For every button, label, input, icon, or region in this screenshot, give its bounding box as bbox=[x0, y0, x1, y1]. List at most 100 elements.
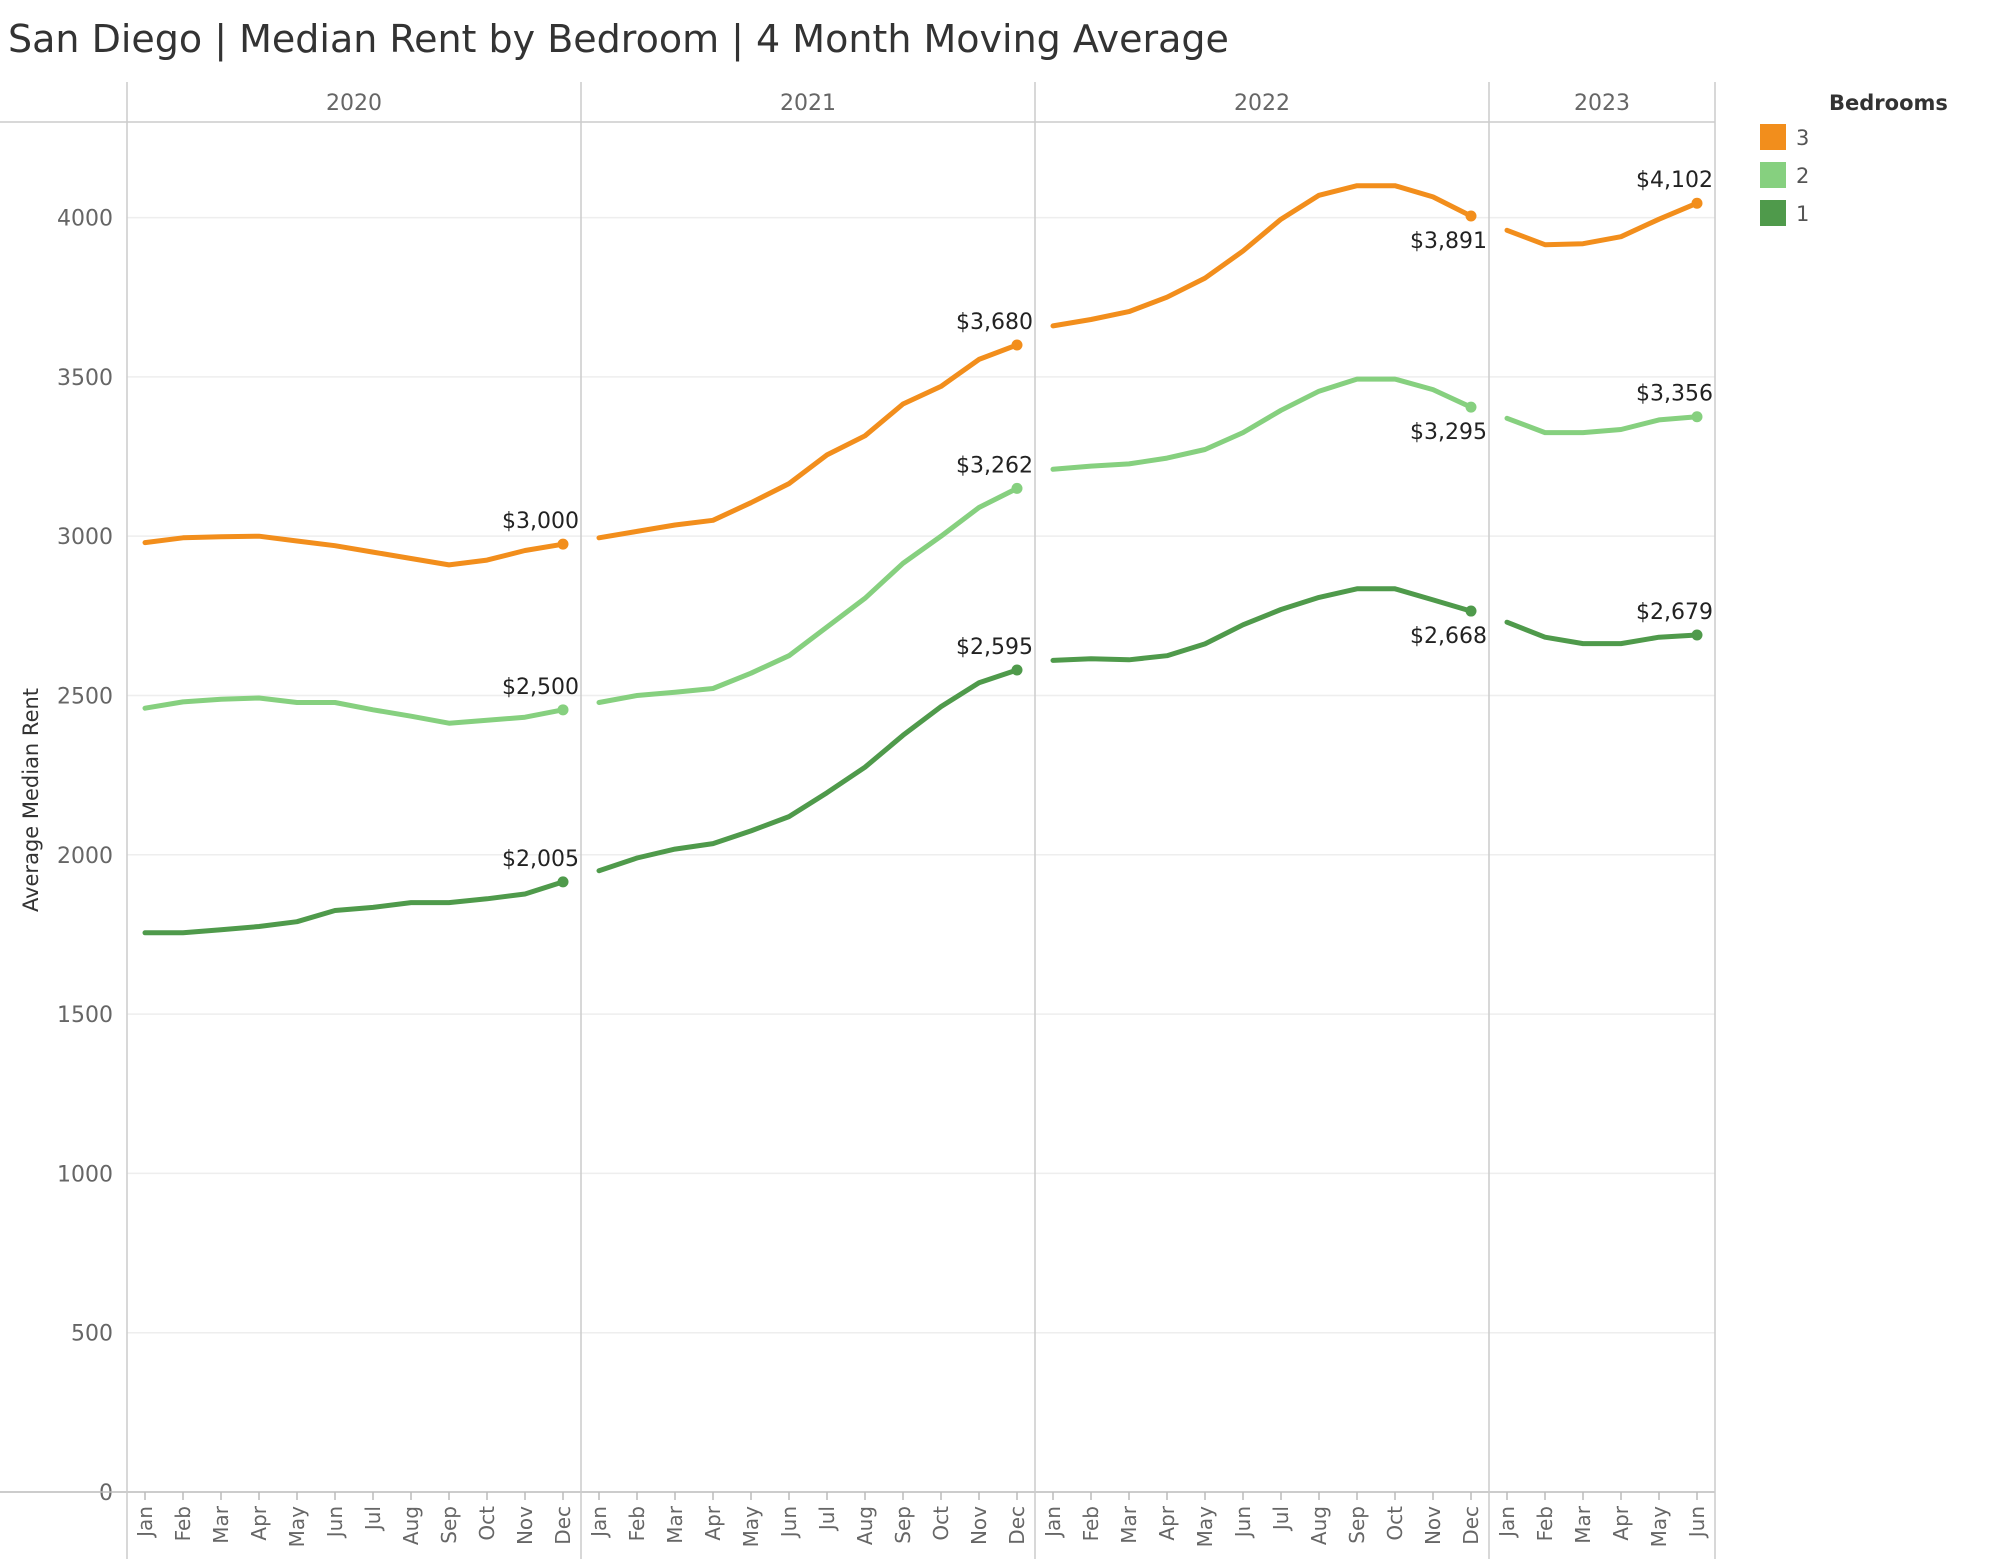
x-tick-label: Sep bbox=[437, 1506, 461, 1544]
series-line-1-2023 bbox=[1504, 619, 1700, 647]
x-tick-label: Nov bbox=[513, 1506, 537, 1545]
series-line-3-2023 bbox=[1504, 200, 1700, 248]
x-tick-label: Apr bbox=[1609, 1505, 1633, 1540]
x-tick-label: May bbox=[285, 1506, 309, 1548]
chart-title: San Diego | Median Rent by Bedroom | 4 M… bbox=[8, 17, 1229, 62]
end-point-2-2021 bbox=[1011, 482, 1023, 494]
data-label-2-2021: $3,262 bbox=[956, 453, 1033, 478]
y-tick-label: 3500 bbox=[57, 366, 113, 391]
y-tick-label: 500 bbox=[71, 1322, 113, 1347]
x-tick-label: Feb bbox=[625, 1506, 649, 1541]
data-label-1-2022: $2,668 bbox=[1410, 624, 1487, 649]
x-tick-label: Sep bbox=[891, 1506, 915, 1544]
x-tick-label: Aug bbox=[1307, 1506, 1331, 1545]
year-header-2020: 2020 bbox=[326, 91, 382, 116]
x-tick-label: May bbox=[1647, 1506, 1671, 1548]
data-label-3-2023: $4,102 bbox=[1636, 168, 1713, 193]
legend-swatch-2 bbox=[1760, 162, 1786, 188]
data-label-2-2023: $3,356 bbox=[1636, 382, 1713, 407]
x-tick-label: Jan bbox=[587, 1506, 611, 1539]
x-tick-label: May bbox=[739, 1506, 763, 1548]
x-tick-label: Apr bbox=[1155, 1505, 1179, 1540]
x-tick-label: Aug bbox=[853, 1506, 877, 1545]
x-tick-label: Jun bbox=[777, 1506, 801, 1539]
end-point-3-2023 bbox=[1691, 197, 1703, 209]
end-point-3-2020 bbox=[557, 538, 569, 550]
x-tick-label: Mar bbox=[1117, 1505, 1141, 1544]
series-line-2-2023 bbox=[1504, 414, 1700, 436]
x-tick-label: Feb bbox=[1533, 1506, 1557, 1541]
x-tick-label: Feb bbox=[1079, 1506, 1103, 1541]
y-tick-label: 1000 bbox=[57, 1162, 113, 1187]
x-tick-label: Feb bbox=[171, 1506, 195, 1541]
x-tick-label: Nov bbox=[967, 1506, 991, 1545]
x-tick-label: Jun bbox=[1685, 1506, 1709, 1539]
data-label-3-2022: $3,891 bbox=[1410, 229, 1487, 254]
end-point-1-2020 bbox=[557, 876, 569, 888]
year-header-2022: 2022 bbox=[1234, 91, 1290, 116]
end-point-3-2021 bbox=[1011, 339, 1023, 351]
x-tick-label: Apr bbox=[701, 1505, 725, 1540]
end-point-2-2022 bbox=[1465, 401, 1477, 413]
series-line-3-2021 bbox=[596, 342, 1020, 541]
data-label-3-2021: $3,680 bbox=[956, 310, 1033, 335]
x-tick-label: Jun bbox=[1231, 1506, 1255, 1539]
end-point-1-2022 bbox=[1465, 605, 1477, 617]
x-tick-label: Sep bbox=[1345, 1506, 1369, 1544]
series-line-1-2021 bbox=[596, 667, 1020, 874]
x-tick-label: Aug bbox=[399, 1506, 423, 1545]
y-tick-label: 2500 bbox=[57, 684, 113, 709]
series-line-2-2020 bbox=[142, 695, 566, 726]
y-axis-title: Average Median Rent bbox=[19, 688, 43, 912]
end-point-3-2022 bbox=[1465, 210, 1477, 222]
y-tick-label: 3000 bbox=[57, 525, 113, 550]
x-tick-label: Apr bbox=[247, 1505, 271, 1540]
legend-swatch-3 bbox=[1760, 124, 1786, 150]
x-tick-label: Mar bbox=[1571, 1505, 1595, 1544]
series-line-2-2022 bbox=[1050, 376, 1474, 472]
x-tick-label: Dec bbox=[551, 1506, 575, 1545]
y-tick-label: 2000 bbox=[57, 844, 113, 869]
series-line-2-2021 bbox=[596, 485, 1020, 705]
y-tick-label: 4000 bbox=[57, 207, 113, 232]
x-tick-label: Jul bbox=[361, 1506, 385, 1532]
x-tick-label: Jul bbox=[1269, 1506, 1293, 1532]
x-tick-label: Dec bbox=[1005, 1506, 1029, 1545]
x-tick-label: Jan bbox=[133, 1506, 157, 1539]
x-tick-label: Nov bbox=[1421, 1506, 1445, 1545]
series-line-1-2020 bbox=[142, 879, 566, 936]
end-point-1-2023 bbox=[1691, 629, 1703, 641]
data-label-1-2021: $2,595 bbox=[956, 635, 1033, 660]
legend-title: Bedrooms bbox=[1829, 91, 1948, 115]
x-tick-label: Mar bbox=[209, 1505, 233, 1544]
end-point-2-2020 bbox=[557, 704, 569, 716]
data-label-1-2023: $2,679 bbox=[1636, 600, 1713, 625]
data-label-1-2020: $2,005 bbox=[502, 847, 579, 872]
legend-label-3: 3 bbox=[1796, 126, 1809, 150]
y-tick-label: 0 bbox=[99, 1481, 113, 1506]
legend-swatch-1 bbox=[1760, 200, 1786, 226]
year-header-2021: 2021 bbox=[780, 91, 836, 116]
x-tick-label: Oct bbox=[929, 1506, 953, 1541]
x-tick-label: Oct bbox=[1383, 1506, 1407, 1541]
end-point-2-2023 bbox=[1691, 411, 1703, 423]
legend-label-2: 2 bbox=[1796, 164, 1809, 188]
x-tick-label: Jun bbox=[323, 1506, 347, 1539]
x-tick-label: Jan bbox=[1495, 1506, 1519, 1539]
series-line-3-2020 bbox=[142, 533, 566, 568]
data-label-2-2022: $3,295 bbox=[1410, 420, 1487, 445]
x-tick-label: May bbox=[1193, 1506, 1217, 1548]
x-tick-label: Jan bbox=[1041, 1506, 1065, 1539]
legend-label-1: 1 bbox=[1796, 202, 1809, 226]
series-line-3-2022 bbox=[1050, 183, 1474, 329]
x-tick-label: Dec bbox=[1459, 1506, 1483, 1545]
x-tick-label: Jul bbox=[815, 1506, 839, 1532]
y-tick-label: 1500 bbox=[57, 1003, 113, 1028]
x-tick-label: Mar bbox=[663, 1505, 687, 1544]
data-label-2-2020: $2,500 bbox=[502, 675, 579, 700]
end-point-1-2021 bbox=[1011, 664, 1023, 676]
data-label-3-2020: $3,000 bbox=[502, 509, 579, 534]
x-tick-label: Oct bbox=[475, 1506, 499, 1541]
